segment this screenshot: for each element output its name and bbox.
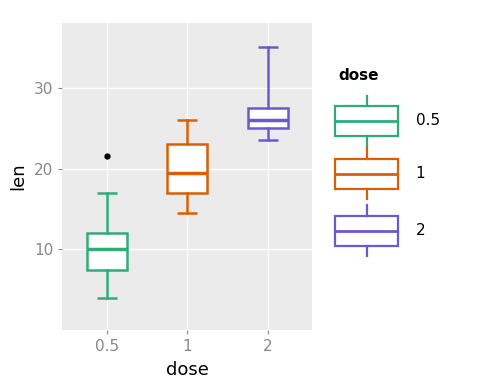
Bar bbox=[167, 144, 207, 193]
Bar bbox=[335, 159, 398, 189]
Text: 1: 1 bbox=[416, 166, 425, 181]
Text: 0.5: 0.5 bbox=[416, 113, 440, 129]
Y-axis label: len: len bbox=[9, 163, 27, 190]
Bar bbox=[86, 233, 127, 270]
Bar bbox=[335, 106, 398, 136]
Bar bbox=[335, 216, 398, 246]
Bar bbox=[248, 108, 288, 128]
X-axis label: dose: dose bbox=[166, 361, 209, 379]
Text: 2: 2 bbox=[416, 223, 425, 238]
Text: dose: dose bbox=[338, 68, 378, 83]
